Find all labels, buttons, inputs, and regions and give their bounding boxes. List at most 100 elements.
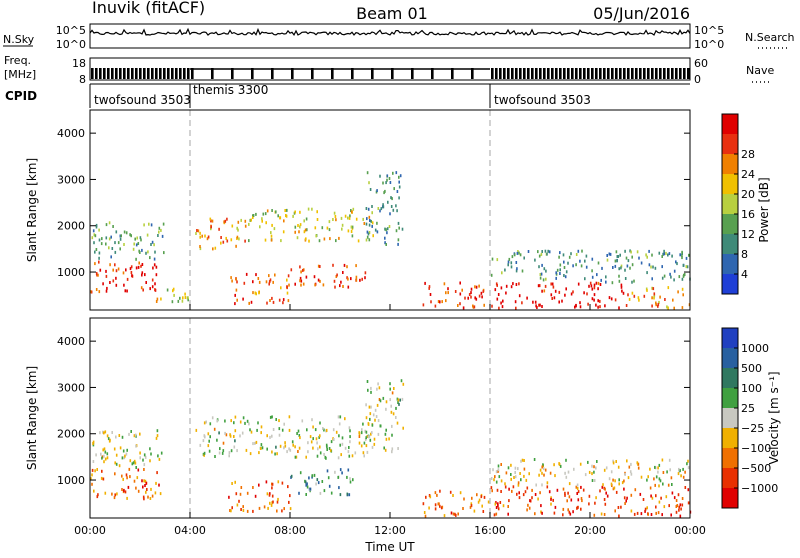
- data-cell: [366, 450, 369, 454]
- data-cell: [459, 292, 462, 296]
- data-cell: [317, 481, 320, 485]
- data-cell: [588, 284, 590, 288]
- data-cell: [151, 240, 154, 244]
- data-cell: [317, 278, 320, 282]
- data-cell: [117, 241, 120, 245]
- data-cell: [461, 288, 463, 292]
- colorbar-tick-label: 24: [741, 168, 755, 181]
- data-cell: [270, 231, 272, 235]
- data-cell: [507, 505, 509, 508]
- data-cell: [270, 238, 273, 242]
- data-cell: [255, 292, 257, 296]
- data-cell: [366, 380, 369, 383]
- data-cell: [544, 284, 547, 288]
- data-cell: [424, 514, 427, 518]
- nave-bar: [619, 68, 622, 79]
- data-cell: [657, 470, 659, 474]
- data-cell: [150, 487, 152, 491]
- data-cell: [120, 234, 122, 238]
- noise-left-label: N.Sky: [3, 33, 35, 46]
- nave-bar: [431, 68, 434, 79]
- data-cell: [209, 435, 211, 439]
- data-cell: [481, 295, 483, 299]
- data-cell: [470, 287, 473, 291]
- data-cell: [158, 483, 160, 487]
- data-cell: [124, 289, 127, 293]
- data-cell: [306, 482, 308, 486]
- nave-bar: [515, 68, 518, 79]
- data-cell: [108, 246, 110, 250]
- data-cell: [572, 510, 574, 514]
- data-cell: [340, 216, 343, 220]
- data-cell: [647, 512, 649, 516]
- data-cell: [637, 296, 640, 300]
- data-cell: [305, 455, 307, 459]
- data-cell: [184, 296, 187, 299]
- data-cell: [114, 461, 116, 465]
- data-cell: [308, 239, 310, 243]
- data-cell: [534, 512, 536, 516]
- data-cell: [371, 205, 373, 208]
- data-cell: [187, 298, 189, 302]
- data-cell: [604, 304, 606, 308]
- data-cell: [136, 476, 139, 480]
- data-cell: [201, 234, 203, 238]
- data-cell: [688, 253, 690, 257]
- data-cell: [283, 219, 285, 223]
- data-cell: [500, 479, 503, 483]
- data-cell: [521, 458, 524, 462]
- data-cell: [367, 207, 370, 211]
- data-cell: [329, 237, 331, 241]
- data-cell: [462, 507, 464, 510]
- data-cell: [680, 507, 682, 511]
- data-cell: [235, 244, 237, 248]
- data-cell: [617, 255, 620, 258]
- y-tick-label: 1000: [57, 266, 85, 279]
- data-cell: [591, 275, 594, 279]
- data-cell: [587, 460, 589, 464]
- data-cell: [271, 415, 273, 419]
- data-cell: [317, 447, 319, 451]
- data-cell: [380, 207, 383, 211]
- data-cell: [209, 422, 212, 426]
- data-cell: [303, 219, 305, 223]
- data-cell: [474, 296, 476, 300]
- colorbar-swatch: [722, 328, 738, 348]
- data-cell: [304, 228, 307, 232]
- data-cell: [254, 291, 257, 295]
- data-cell: [166, 288, 169, 292]
- data-cell: [123, 456, 126, 460]
- data-cell: [646, 255, 648, 259]
- data-cell: [252, 280, 254, 284]
- data-cell: [501, 271, 503, 275]
- data-cell: [333, 438, 335, 441]
- data-cell: [197, 229, 200, 233]
- data-cell: [576, 492, 578, 495]
- data-cell: [135, 486, 137, 490]
- data-cell: [352, 478, 354, 482]
- data-cell: [472, 304, 474, 308]
- date-title: 05/Jun/2016: [593, 4, 690, 23]
- data-cell: [266, 301, 268, 305]
- data-cell: [249, 218, 252, 222]
- data-cell: [316, 210, 318, 214]
- data-cell: [140, 238, 142, 242]
- data-cell: [98, 251, 101, 255]
- data-cell: [468, 293, 471, 296]
- data-cell: [603, 513, 606, 516]
- data-cell: [383, 191, 385, 195]
- data-cell: [147, 250, 149, 254]
- data-cell: [491, 489, 493, 493]
- data-cell: [346, 265, 348, 269]
- data-cell: [636, 511, 639, 515]
- data-cell: [306, 485, 309, 489]
- data-cell: [550, 497, 552, 501]
- data-cell: [648, 249, 650, 253]
- data-cell: [677, 290, 679, 294]
- data-cell: [490, 486, 493, 490]
- colorbar-tick-label: 28: [741, 148, 755, 161]
- data-cell: [299, 225, 301, 229]
- data-cell: [597, 299, 599, 303]
- data-cell: [428, 286, 430, 290]
